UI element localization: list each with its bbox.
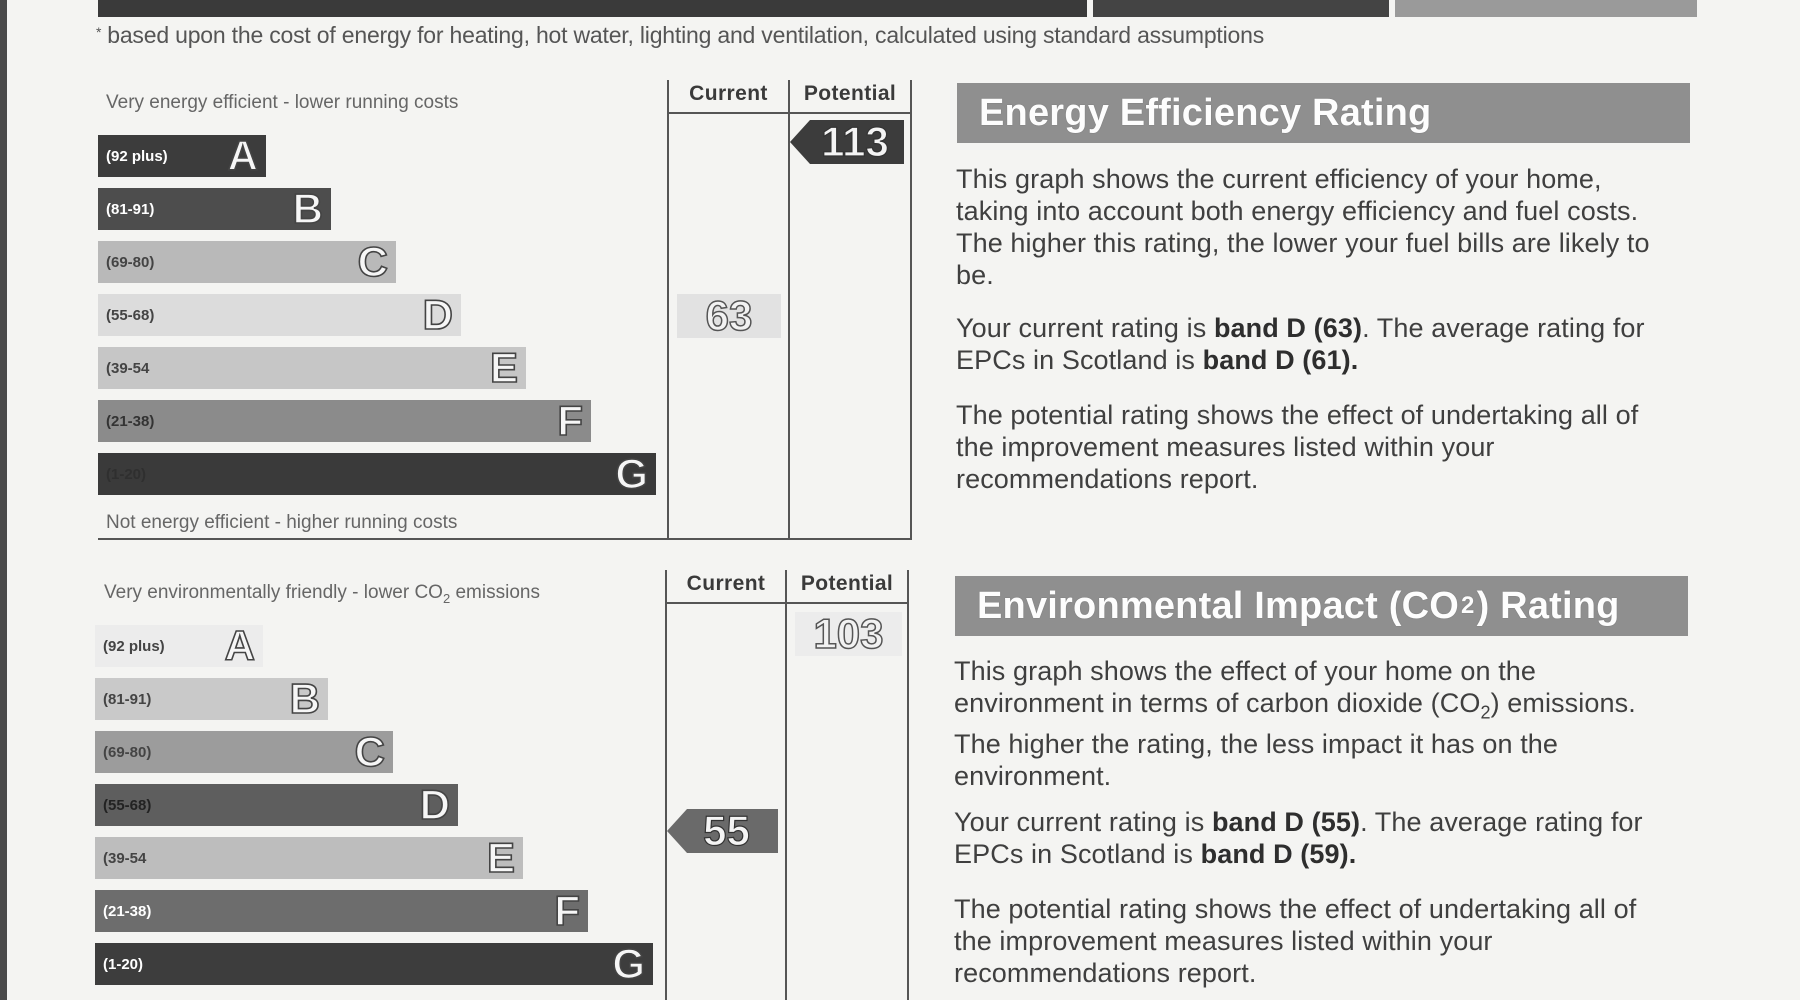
energy-current-left-line bbox=[667, 80, 669, 540]
env-current-right-line bbox=[785, 570, 787, 1000]
env-band-range: (21-38) bbox=[103, 902, 152, 920]
env-band-letter: G bbox=[612, 940, 646, 987]
energy-band-range: (21-38) bbox=[106, 412, 155, 430]
env-band-range: (81-91) bbox=[103, 690, 152, 708]
env-band-letter: D bbox=[419, 781, 451, 828]
energy-bottom-line bbox=[98, 538, 912, 540]
energy-band-f: (21-38) F bbox=[98, 397, 591, 444]
energy-band-a: (92 plus) A bbox=[98, 132, 266, 179]
env-potential-right-line bbox=[907, 570, 909, 1000]
energy-panel-title: Energy Efficiency Rating bbox=[957, 83, 1690, 143]
energy-band-e: (39-54 E bbox=[98, 344, 526, 391]
energy-band-c: (69-80) C bbox=[98, 238, 396, 285]
energy-band-range: (69-80) bbox=[106, 253, 155, 271]
env-current-left-line bbox=[665, 570, 667, 1000]
env-band-range: (92 plus) bbox=[103, 637, 165, 655]
env-band-letter: B bbox=[289, 675, 321, 722]
env-current-header: Current bbox=[686, 572, 766, 595]
energy-band-letter: A bbox=[227, 132, 259, 179]
env-band-d: (55-68) D bbox=[95, 781, 458, 828]
env-panel-description: This graph shows the effect of your home… bbox=[954, 656, 1636, 792]
energy-band-letter: G bbox=[615, 450, 649, 497]
env-band-letter: E bbox=[486, 834, 516, 881]
top-strip-light bbox=[1395, 0, 1697, 17]
energy-band-letter: C bbox=[357, 238, 389, 285]
energy-band-range: (81-91) bbox=[106, 200, 155, 218]
energy-band-range: (92 plus) bbox=[106, 147, 168, 165]
top-strip-mid bbox=[1093, 0, 1389, 17]
env-band-range: (69-80) bbox=[103, 743, 152, 761]
energy-band-range: (1-20) bbox=[106, 465, 147, 483]
env-current-arrow-shape bbox=[667, 809, 778, 853]
env-current-value: 55 bbox=[703, 806, 751, 854]
energy-current-header: Current bbox=[689, 82, 768, 105]
energy-bottom-caption: Not energy efficient - higher running co… bbox=[106, 512, 458, 533]
env-band-a: (92 plus) A bbox=[95, 622, 263, 669]
energy-panel-description: This graph shows the current efficiency … bbox=[956, 164, 1650, 290]
page-edge bbox=[0, 0, 7, 1000]
energy-efficiency-chart: Very energy efficient - lower running co… bbox=[0, 0, 920, 545]
env-band-range: (55-68) bbox=[103, 796, 152, 814]
env-top-caption: Very environmentally friendly - lower CO… bbox=[104, 582, 540, 606]
energy-potential-arrow-shape bbox=[790, 120, 904, 164]
energy-band-range: (39-54 bbox=[106, 359, 150, 377]
env-band-e: (39-54 E bbox=[95, 834, 523, 881]
env-band-letter: C bbox=[354, 728, 386, 775]
energy-panel-current-rating: Your current rating is band D (63). The … bbox=[956, 313, 1645, 375]
env-band-c: (69-80) C bbox=[95, 728, 393, 775]
energy-top-caption: Very energy efficient - lower running co… bbox=[106, 92, 459, 113]
env-band-g: (1-20) G bbox=[95, 940, 653, 987]
energy-potential-header: Potential bbox=[803, 82, 897, 105]
env-panel-potential-note: The potential rating shows the effect of… bbox=[954, 894, 1637, 988]
env-potential-header: Potential bbox=[800, 572, 894, 595]
env-panel-title: Environmental Impact (CO 2) Rating bbox=[955, 576, 1688, 636]
environmental-impact-chart: Very environmentally friendly - lower CO… bbox=[95, 570, 909, 1000]
env-panel-current-rating: Your current rating is band D (55). The … bbox=[954, 807, 1643, 869]
env-band-letter: F bbox=[554, 887, 581, 934]
energy-band-letter: E bbox=[489, 344, 519, 391]
env-potential-marker: 103 bbox=[795, 609, 902, 658]
energy-potential-right-line bbox=[910, 80, 912, 540]
env-header-line bbox=[665, 602, 909, 604]
env-band-b: (81-91) B bbox=[95, 675, 328, 722]
energy-potential-value: 113 bbox=[821, 117, 890, 165]
top-strip-dark bbox=[98, 0, 1087, 17]
env-band-letter: A bbox=[224, 622, 256, 669]
energy-header-line bbox=[667, 112, 912, 114]
energy-band-letter: F bbox=[557, 397, 584, 444]
energy-band-letter: B bbox=[292, 185, 324, 232]
energy-band-b: (81-91) B bbox=[98, 185, 331, 232]
energy-current-right-line bbox=[788, 80, 790, 540]
energy-potential-marker: 113 bbox=[790, 117, 904, 166]
footnote: * based upon the cost of energy for heati… bbox=[96, 22, 1265, 48]
env-current-marker: 55 bbox=[667, 806, 778, 855]
energy-band-letter: D bbox=[422, 291, 454, 338]
energy-band-d: (55-68) D bbox=[98, 291, 461, 338]
env-band-range: (39-54 bbox=[103, 849, 147, 867]
energy-panel-potential-note: The potential rating shows the effect of… bbox=[956, 400, 1639, 494]
energy-current-marker: 63 bbox=[677, 291, 781, 340]
env-band-range: (1-20) bbox=[103, 955, 144, 973]
energy-band-range: (55-68) bbox=[106, 306, 155, 324]
energy-band-g: (1-20) G bbox=[98, 450, 656, 497]
env-band-f: (21-38) F bbox=[95, 887, 588, 934]
